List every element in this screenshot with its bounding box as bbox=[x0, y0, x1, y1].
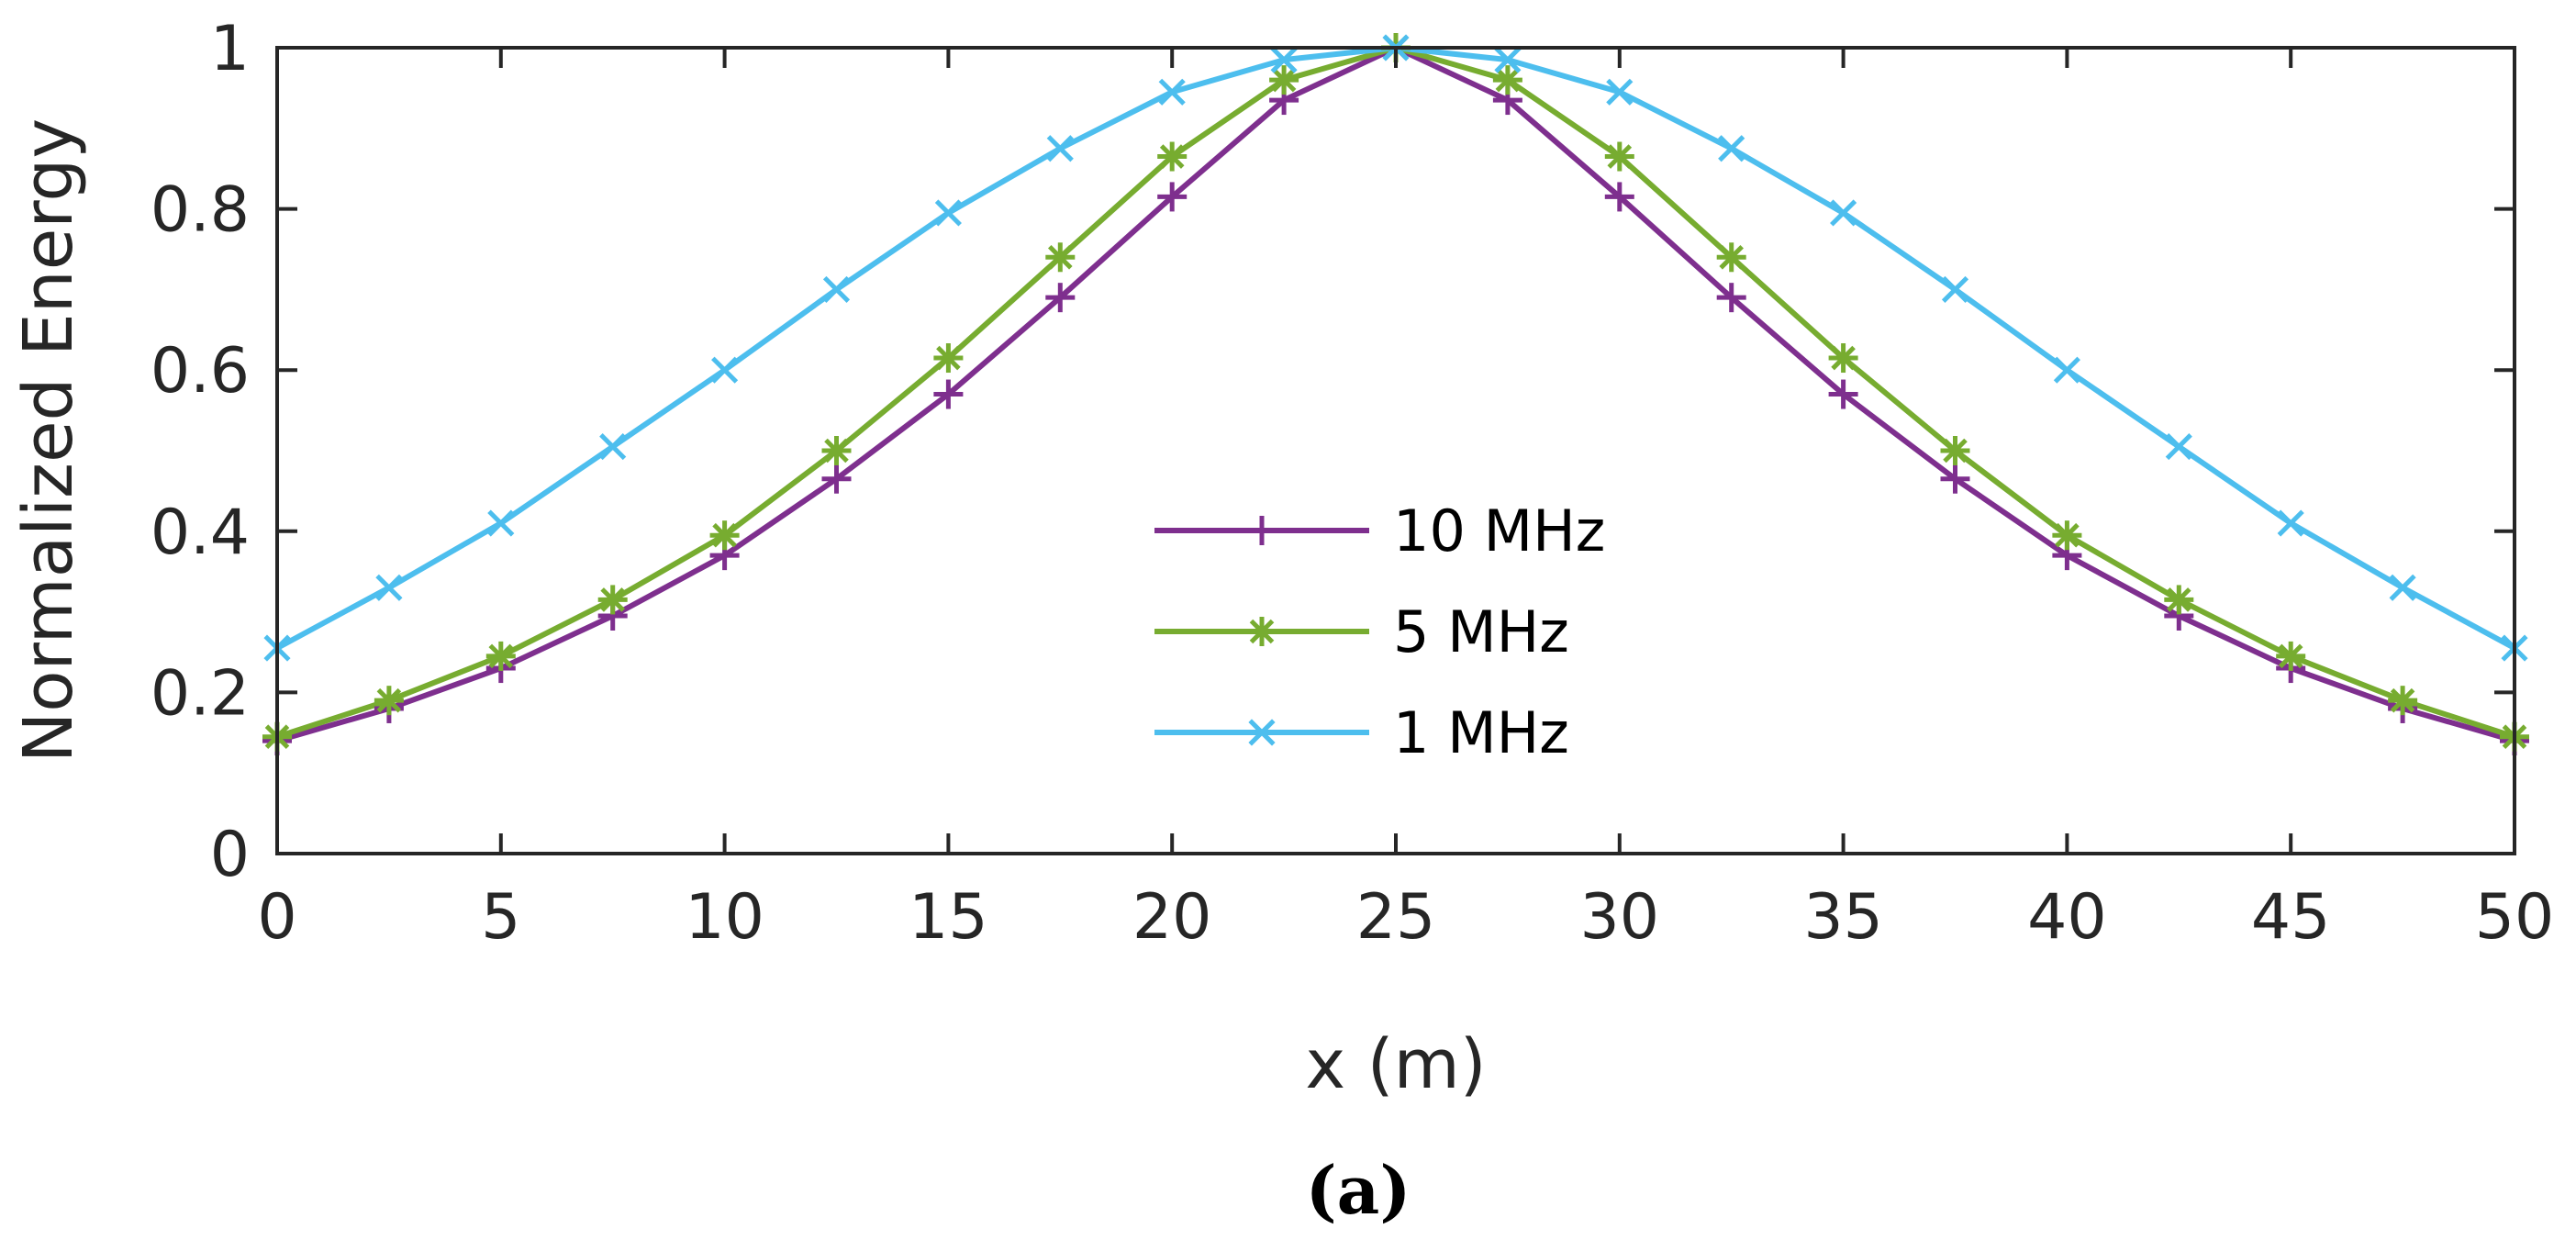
y-tick-label: 0.4 bbox=[151, 497, 250, 569]
data-point-5-mhz bbox=[709, 520, 740, 551]
data-point-1-mhz bbox=[375, 574, 403, 601]
data-point-5-mhz bbox=[821, 436, 852, 465]
data-point-1-mhz bbox=[934, 199, 962, 227]
data-point-1-mhz bbox=[1606, 78, 1634, 106]
axes-layer: 0 5 10 15 20 25 30 35 40 45 50 0 0.2 0.4 0.6 0.8 1 bbox=[151, 13, 2554, 954]
data-point-5-mhz bbox=[1157, 141, 1188, 172]
data-point-10-mhz bbox=[1045, 283, 1076, 313]
x-tick-label: 50 bbox=[2475, 881, 2555, 954]
data-point-5-mhz bbox=[1492, 65, 1522, 95]
data-point-5-mhz bbox=[374, 686, 404, 716]
data-point-1-mhz bbox=[2389, 574, 2416, 601]
data-point-10-mhz bbox=[1940, 464, 1970, 494]
data-point-5-mhz bbox=[1604, 141, 1634, 172]
data-point-1-mhz bbox=[487, 509, 515, 537]
legend-item-10-mhz: 10 MHz bbox=[1154, 497, 1605, 564]
data-point-10-mhz bbox=[1157, 182, 1188, 212]
data-point-1-mhz bbox=[1830, 199, 1857, 227]
x-axis-title: x (m) bbox=[1305, 1025, 1486, 1104]
data-point-10-mhz bbox=[1716, 283, 1746, 313]
data-point-1-mhz bbox=[1270, 46, 1298, 73]
y-axis-title: Normalized Energy bbox=[9, 118, 88, 763]
x-tick-label: 0 bbox=[257, 881, 296, 954]
legend-item-1-mhz: 1 MHz bbox=[1154, 699, 1569, 766]
data-point-5-mhz bbox=[1045, 242, 1076, 273]
data-point-1-mhz bbox=[1158, 78, 1186, 106]
data-point-1-mhz bbox=[822, 275, 851, 303]
y-tick-label: 0.8 bbox=[151, 174, 250, 247]
data-point-5-mhz bbox=[1828, 343, 1858, 374]
figure-caption: (a) bbox=[1306, 1151, 1411, 1229]
data-point-5-mhz bbox=[1269, 65, 1299, 95]
data-point-5-mhz bbox=[2388, 686, 2418, 716]
data-point-5-mhz bbox=[485, 641, 516, 671]
legend-marker-5-mhz bbox=[1247, 617, 1277, 646]
legend-label-5-mhz: 5 MHz bbox=[1393, 598, 1569, 665]
x-tick-label: 35 bbox=[1803, 881, 1883, 954]
x-tick-label: 25 bbox=[1356, 881, 1436, 954]
legend-item-5-mhz: 5 MHz bbox=[1154, 598, 1569, 665]
data-point-5-mhz bbox=[2052, 520, 2082, 551]
y-tick-label: 0.6 bbox=[151, 335, 250, 408]
data-point-1-mhz bbox=[2277, 509, 2304, 537]
data-point-1-mhz bbox=[1718, 135, 1745, 162]
y-tick-label: 0 bbox=[210, 819, 250, 891]
data-point-1-mhz bbox=[1941, 275, 1969, 303]
data-point-5-mhz bbox=[597, 585, 628, 615]
data-point-10-mhz bbox=[1604, 182, 1634, 212]
x-tick-label: 10 bbox=[685, 881, 764, 954]
data-point-10-mhz bbox=[933, 379, 964, 409]
data-point-5-mhz bbox=[933, 343, 964, 374]
data-point-5-mhz bbox=[1716, 242, 1746, 273]
x-tick-label: 40 bbox=[2027, 881, 2107, 954]
data-point-1-mhz bbox=[1046, 135, 1074, 162]
x-tick-label: 20 bbox=[1132, 881, 1212, 954]
data-point-10-mhz bbox=[1828, 379, 1858, 409]
data-point-1-mhz bbox=[711, 356, 739, 384]
y-tick-label: 1 bbox=[210, 13, 250, 85]
legend-label-1-mhz: 1 MHz bbox=[1393, 699, 1569, 766]
x-tick-label: 15 bbox=[909, 881, 988, 954]
data-point-1-mhz bbox=[1494, 46, 1522, 73]
legend-marker-10-mhz bbox=[1247, 516, 1277, 545]
data-point-1-mhz bbox=[599, 433, 627, 461]
data-point-5-mhz bbox=[1940, 436, 1970, 465]
legend: 10 MHz 5 MHz 1 MHz bbox=[1154, 497, 1605, 766]
data-point-5-mhz bbox=[2276, 641, 2306, 671]
data-point-1-mhz bbox=[2165, 433, 2192, 461]
x-tick-label: 5 bbox=[481, 881, 520, 954]
legend-label-10-mhz: 10 MHz bbox=[1393, 497, 1605, 564]
legend-marker-1-mhz bbox=[1248, 719, 1276, 746]
data-point-10-mhz bbox=[821, 464, 852, 494]
x-tick-label: 45 bbox=[2251, 881, 2331, 954]
x-tick-label: 30 bbox=[1580, 881, 1660, 954]
y-tick-label: 0.2 bbox=[151, 657, 250, 730]
data-point-5-mhz bbox=[2164, 585, 2194, 615]
data-point-1-mhz bbox=[2053, 356, 2080, 384]
